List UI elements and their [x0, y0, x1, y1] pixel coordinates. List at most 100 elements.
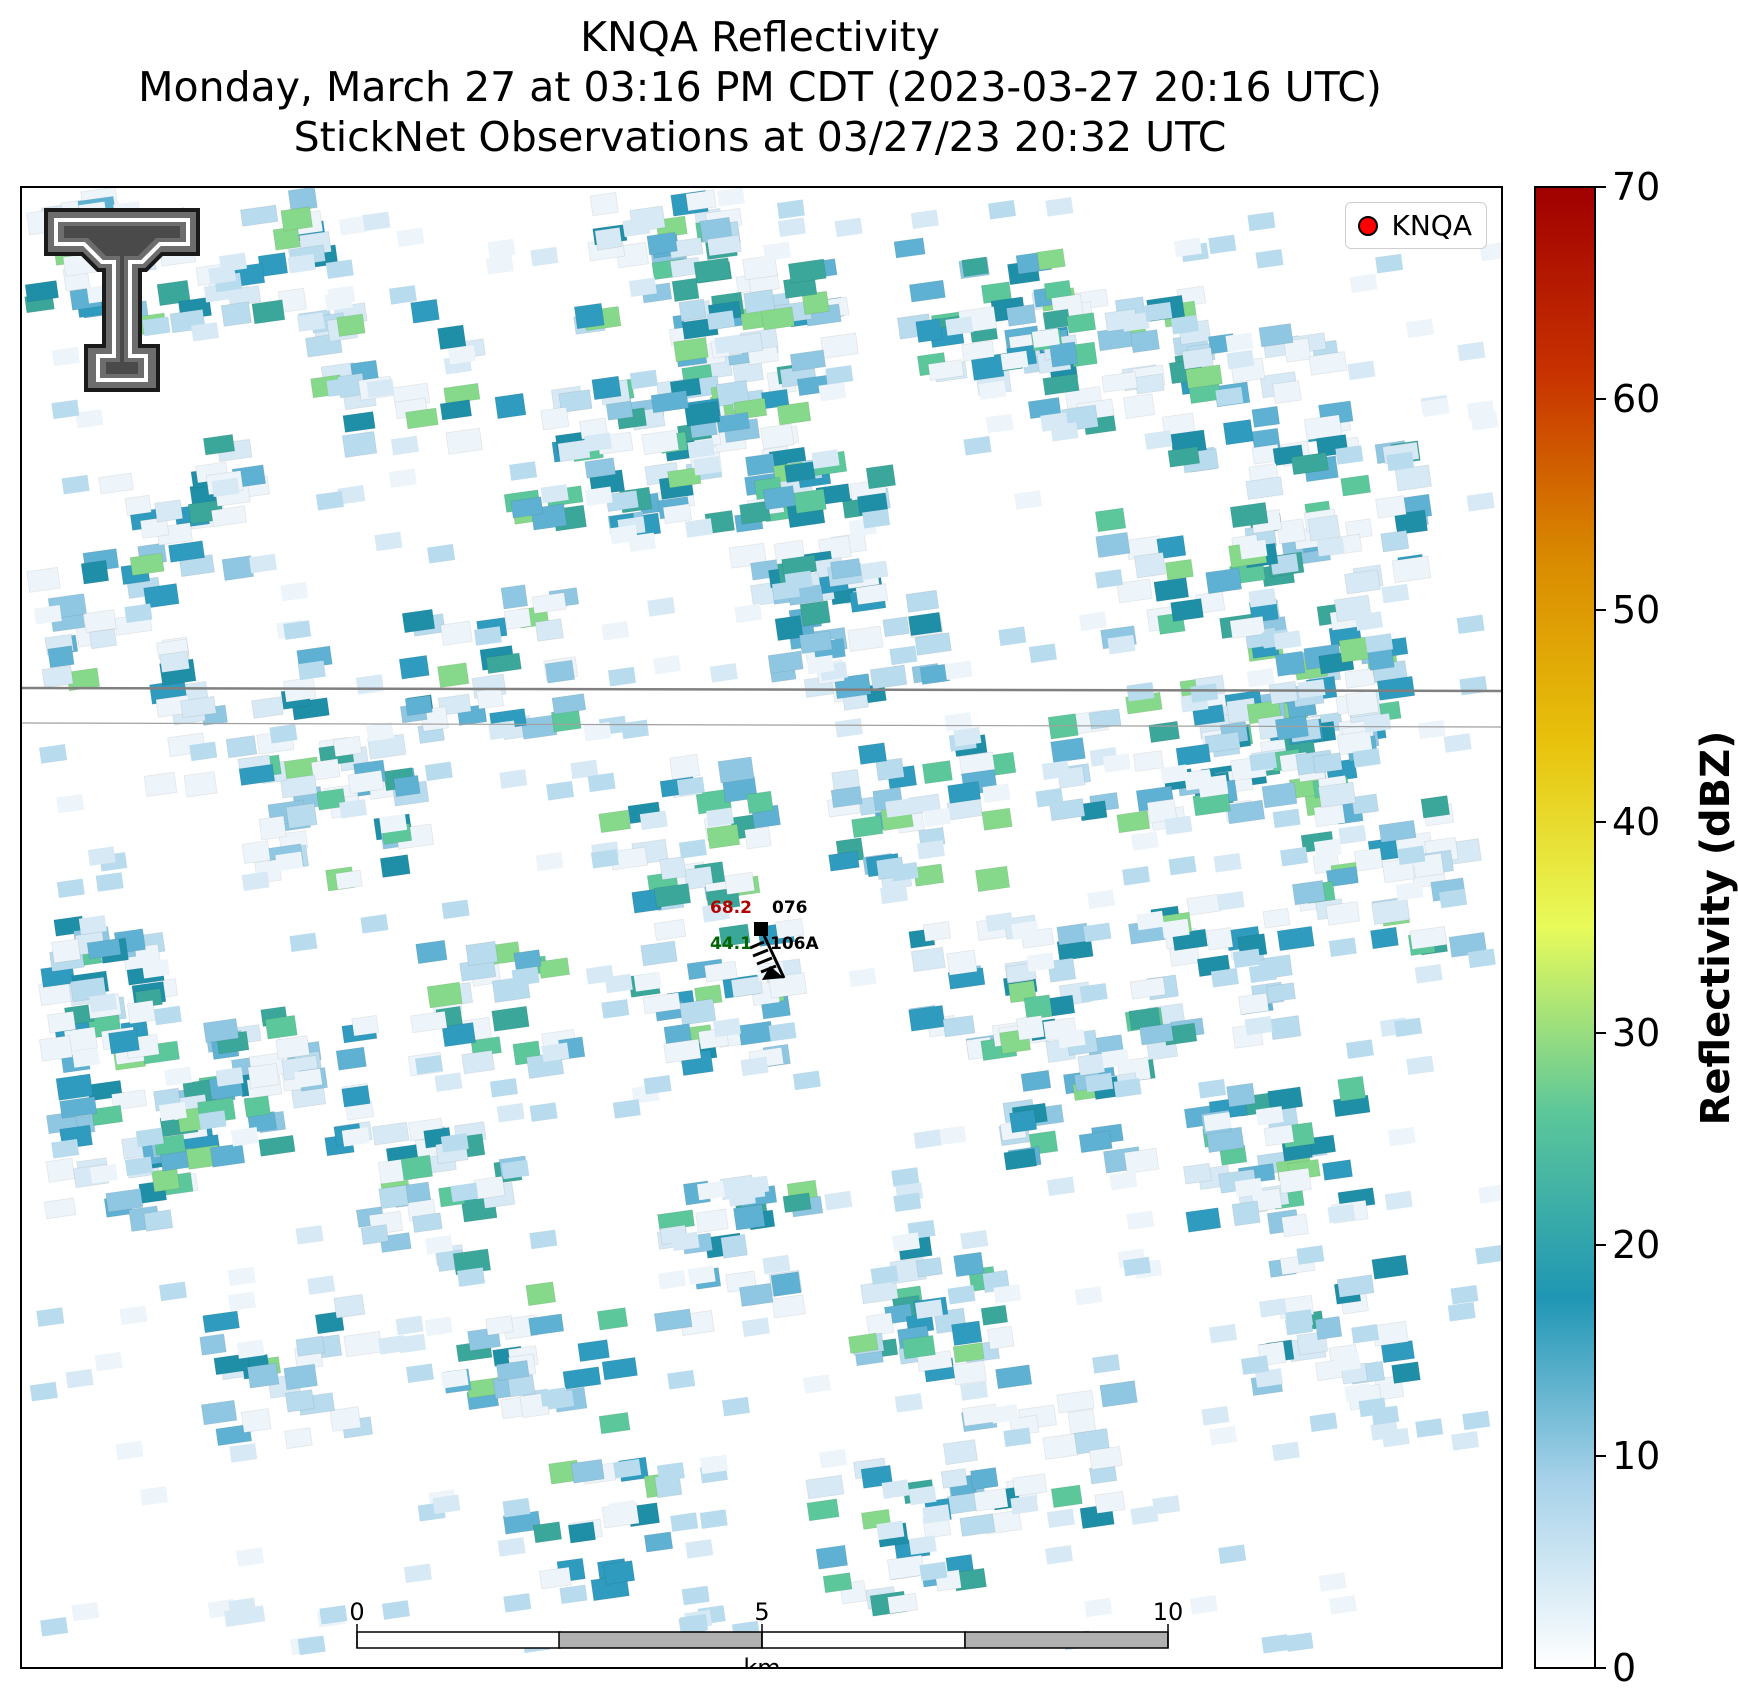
reflectivity-gate [541, 1042, 570, 1062]
reflectivity-gate [762, 485, 797, 511]
reflectivity-gate [1268, 680, 1299, 705]
reflectivity-gate [1375, 495, 1407, 519]
reflectivity-gate [1371, 1254, 1409, 1280]
reflectivity-gate [647, 597, 676, 617]
reflectivity-gate [1248, 963, 1277, 983]
reflectivity-gate [1050, 422, 1079, 442]
reflectivity-gate [605, 489, 640, 513]
reflectivity-gate [1394, 1017, 1423, 1038]
reflectivity-gate [1313, 803, 1346, 828]
reflectivity-gate [876, 1520, 905, 1541]
reflectivity-gate [667, 1369, 696, 1390]
reflectivity-gate [960, 1229, 989, 1250]
reflectivity-gate [1258, 323, 1294, 348]
reflectivity-gate [211, 477, 240, 498]
reflectivity-gate [1010, 1494, 1039, 1515]
reflectivity-gate [947, 780, 982, 804]
reflectivity-gate [1456, 614, 1485, 635]
reflectivity-gate [1035, 787, 1064, 808]
reflectivity-gate [585, 964, 614, 985]
reflectivity-gate [880, 884, 908, 905]
reflectivity-gate [847, 1332, 879, 1354]
reflectivity-gate [667, 466, 702, 489]
reflectivity-gate [815, 1544, 849, 1570]
reflectivity-gate [1129, 976, 1167, 1000]
reflectivity-gate [1036, 248, 1066, 271]
reflectivity-gate [529, 1229, 558, 1250]
reflectivity-gate [1417, 719, 1446, 740]
reflectivity-gate [520, 714, 558, 740]
reflectivity-gate [776, 199, 805, 219]
reflectivity-gate [629, 369, 658, 390]
reflectivity-gate [720, 1233, 748, 1259]
reflectivity-colorbar [1534, 186, 1596, 1669]
reflectivity-gate [83, 609, 117, 633]
reflectivity-gate [339, 799, 368, 819]
reflectivity-gate [607, 666, 636, 687]
reflectivity-gate [485, 1315, 514, 1336]
reflectivity-gate [950, 1320, 983, 1347]
reflectivity-gate [1182, 1162, 1212, 1185]
reflectivity-gate [913, 1129, 942, 1149]
reflectivity-gate [239, 204, 279, 227]
reflectivity-gate [608, 1499, 637, 1520]
reflectivity-gate [559, 1584, 588, 1605]
reflectivity-gate [908, 1535, 937, 1555]
radar-map[interactable]: KNQA 68.2 076 44.1 106A 0 5 10 km [20, 186, 1503, 1669]
reflectivity-gate [882, 616, 910, 638]
reflectivity-gate [1095, 531, 1131, 559]
reflectivity-gate [1241, 1355, 1269, 1375]
reflectivity-gate [603, 1560, 636, 1585]
reflectivity-gate [767, 650, 804, 674]
reflectivity-gate [158, 1281, 187, 1302]
reflectivity-gate [411, 1212, 443, 1233]
reflectivity-gate [959, 1513, 996, 1537]
reflectivity-gate [653, 654, 681, 675]
reflectivity-gate [1312, 752, 1343, 774]
reflectivity-gate [798, 630, 833, 655]
reflectivity-gate [424, 1234, 453, 1255]
reflectivity-gate [29, 1381, 58, 1402]
reflectivity-gate [760, 306, 795, 331]
reflectivity-gate [283, 1363, 318, 1391]
reflectivity-gate [440, 620, 473, 646]
reflectivity-gate [424, 761, 453, 782]
reflectivity-gate [457, 1267, 486, 1287]
reflectivity-gate [1354, 611, 1383, 631]
reflectivity-gate [432, 1494, 461, 1514]
reflectivity-gate [995, 1364, 1033, 1390]
reflectivity-gate [202, 433, 236, 456]
boundary-line [22, 686, 1501, 693]
colorbar-tick-label: 40 [1612, 799, 1661, 844]
reflectivity-gate [296, 312, 325, 332]
reflectivity-gate [591, 375, 622, 401]
reflectivity-gate [1344, 1382, 1373, 1403]
reflectivity-gate [126, 999, 156, 1025]
reflectivity-gate [969, 1467, 999, 1491]
reflectivity-gate [730, 975, 764, 998]
reflectivity-gate [86, 938, 122, 960]
reflectivity-gate [341, 1084, 371, 1108]
reflectivity-gate [887, 1592, 919, 1615]
reflectivity-gate [538, 957, 571, 979]
reflectivity-gate [1132, 750, 1164, 772]
reflectivity-gate [601, 1356, 638, 1381]
reflectivity-gate [1459, 675, 1488, 696]
reflectivity-gate [643, 1531, 674, 1553]
reflectivity-gate [227, 1291, 256, 1312]
reflectivity-gate [1232, 948, 1261, 969]
reflectivity-gate [1113, 1078, 1142, 1098]
reflectivity-gate [789, 349, 827, 372]
reflectivity-gate [1470, 411, 1499, 431]
reflectivity-gate [388, 285, 417, 305]
reflectivity-gate [1095, 569, 1123, 589]
reflectivity-gate [848, 967, 877, 988]
reflectivity-gate [1309, 1412, 1338, 1432]
reflectivity-gate [1261, 1634, 1290, 1654]
reflectivity-gate [511, 966, 540, 987]
reflectivity-gate [1248, 588, 1277, 608]
reflectivity-gate [1190, 683, 1219, 703]
reflectivity-gate [153, 1005, 182, 1026]
reflectivity-gate [1262, 907, 1291, 929]
reflectivity-gate [1406, 318, 1434, 339]
